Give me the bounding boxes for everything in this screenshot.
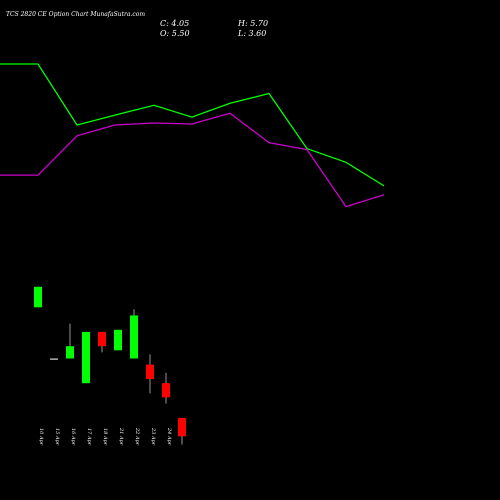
candle-body <box>114 329 122 351</box>
close-value: C: 4.05 <box>160 19 189 28</box>
candle-body <box>162 383 170 398</box>
candle-body <box>50 358 58 360</box>
x-tick-label: 23 Apr <box>150 427 156 446</box>
candle-body <box>82 331 90 384</box>
candle <box>66 323 74 359</box>
candle-body <box>34 286 42 308</box>
candle <box>82 331 90 384</box>
lower-indicator-line <box>0 112 385 208</box>
candle <box>34 286 42 308</box>
x-tick-label: 16 Apr <box>70 428 76 446</box>
candle <box>178 417 186 445</box>
x-tick-label: 18 Apr <box>102 428 108 446</box>
upper-indicator-line <box>0 63 385 187</box>
indicator-lines <box>0 63 385 208</box>
open-value: O: 5.50 <box>160 29 190 38</box>
x-tick-label: 24 Apr <box>166 427 172 446</box>
candle <box>98 331 106 353</box>
x-axis-ticks: 10 Apr 15 Apr 16 Apr 17 Apr 18 Apr 21 Apr 22 A… <box>38 427 172 446</box>
candle-body <box>98 331 106 347</box>
chart-title: TCS 2820 CE Option Chart MunafaSutra.com <box>6 11 145 18</box>
x-tick-label: 22 Apr <box>134 427 140 446</box>
candle <box>50 358 58 360</box>
candle <box>130 309 138 359</box>
candle-body <box>146 364 154 379</box>
x-tick-label: 15 Apr <box>54 428 60 446</box>
high-value: H: 5.70 <box>237 19 268 28</box>
candle <box>162 372 170 404</box>
candle-body <box>178 417 186 437</box>
x-tick-label: 17 Apr <box>86 428 92 446</box>
x-tick-label: 10 Apr <box>38 428 44 446</box>
x-tick-label: 21 Apr <box>118 427 124 446</box>
low-value: L: 3.60 <box>237 29 266 38</box>
candle-body <box>130 315 138 359</box>
candle-body <box>66 346 74 359</box>
candle <box>114 329 122 351</box>
candle <box>146 354 154 394</box>
candlesticks <box>34 286 186 445</box>
